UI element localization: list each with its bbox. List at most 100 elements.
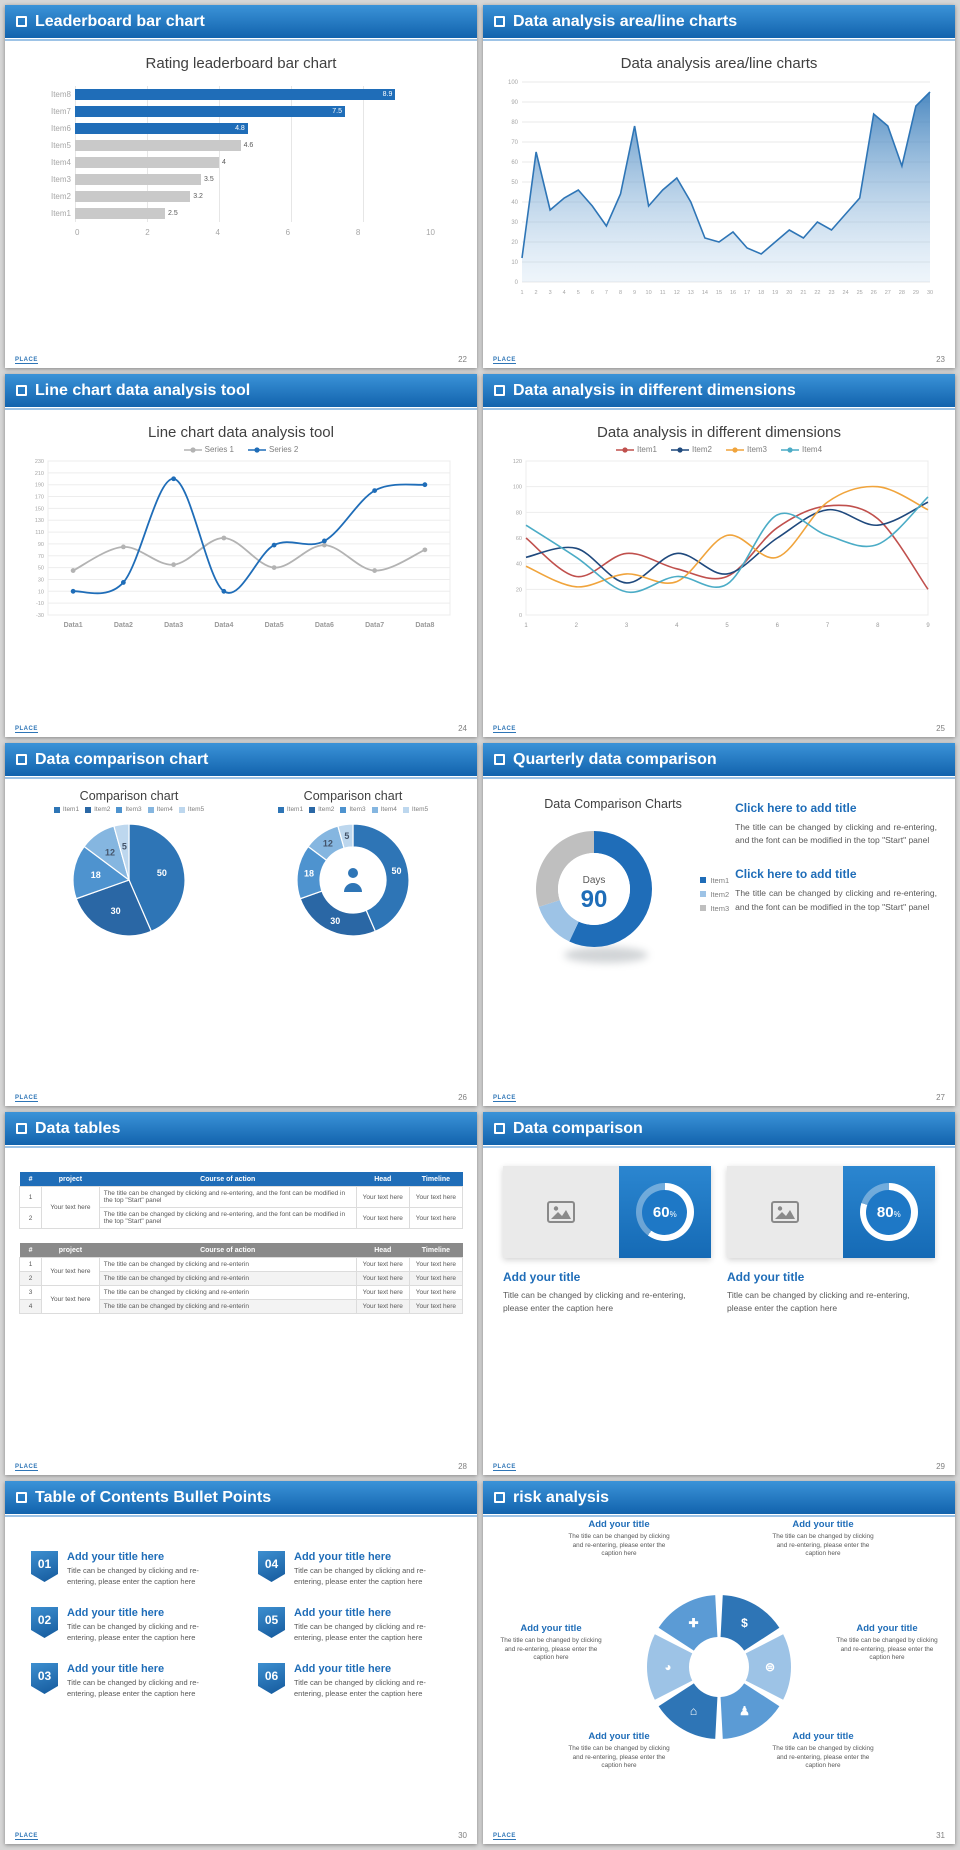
cell-num: 1 bbox=[18, 1257, 43, 1272]
svg-text:16: 16 bbox=[730, 290, 736, 296]
gauge-panel: 60 % bbox=[618, 1166, 711, 1258]
svg-text:27: 27 bbox=[885, 290, 891, 296]
cell-action: The title can be changed by clicking and… bbox=[98, 1299, 357, 1314]
bar-item7: 7.5 bbox=[75, 106, 345, 117]
slide-data-tables[interactable]: Data tables # project Course of action H… bbox=[5, 1112, 477, 1475]
svg-text:Data5: Data5 bbox=[265, 622, 284, 629]
svg-text:18: 18 bbox=[304, 868, 314, 878]
slide-footer: PLACE 26 bbox=[15, 1093, 467, 1102]
card-title[interactable]: Add your title bbox=[503, 1270, 581, 1284]
svg-text:20: 20 bbox=[516, 587, 522, 593]
risk-block[interactable]: Add your title The title can be changed … bbox=[831, 1623, 943, 1663]
page-number: 27 bbox=[936, 1093, 945, 1102]
cell-num: 4 bbox=[18, 1299, 43, 1314]
block-body: The title can be changed by clicking and… bbox=[735, 888, 937, 912]
svg-text:15: 15 bbox=[716, 290, 722, 296]
page-number: 22 bbox=[458, 355, 467, 364]
svg-text:50: 50 bbox=[157, 868, 167, 878]
slide-risk-analysis[interactable]: risk analysis $ ⊜ ♟ ⌂ ◕ ✚ Add your title The … bbox=[483, 1481, 955, 1844]
cell-timeline: Your text here bbox=[408, 1257, 464, 1272]
risk-block[interactable]: Add your title The title can be changed … bbox=[563, 1519, 675, 1559]
toc-caption: Title can be changed by clicking and re-… bbox=[294, 1678, 426, 1698]
svg-text:✚: ✚ bbox=[688, 1616, 698, 1630]
block-title[interactable]: Click here to add title bbox=[735, 867, 857, 882]
cell-num: 1 bbox=[18, 1186, 43, 1208]
risk-block[interactable]: Add your title The title can be changed … bbox=[767, 1519, 879, 1559]
svg-text:40: 40 bbox=[511, 200, 518, 206]
slide-line-chart-tool[interactable]: Line chart data analysis tool Line chart… bbox=[5, 374, 477, 737]
slide-footer: PLACE 28 bbox=[15, 1462, 467, 1471]
pie-chart: Item1 Item2 Item3 Item4 Item5 50 30 18 12 5 bbox=[21, 806, 236, 948]
risk-title: Add your title bbox=[792, 1731, 854, 1742]
slide-quarterly-comparison[interactable]: Quarterly data comparison Data Compariso… bbox=[483, 743, 955, 1106]
card-title[interactable]: Add your title bbox=[727, 1270, 805, 1284]
cell-timeline: Your text here bbox=[408, 1207, 464, 1229]
table-row: 1 Your text here The title can be change… bbox=[18, 1257, 464, 1286]
toc-item[interactable]: 06 Add your title here Title can be chan… bbox=[258, 1663, 451, 1699]
svg-text:80: 80 bbox=[511, 120, 518, 126]
square-bullet-icon bbox=[16, 1492, 27, 1503]
slide-title-bar: risk analysis bbox=[483, 1481, 955, 1514]
svg-text:12: 12 bbox=[323, 838, 333, 848]
toc-item[interactable]: 03 Add your title here Title can be chan… bbox=[31, 1663, 224, 1699]
table-row: 1 Your text here The title can be change… bbox=[18, 1186, 464, 1229]
svg-text:30: 30 bbox=[111, 906, 121, 916]
image-placeholder-icon bbox=[770, 1201, 799, 1223]
slide-title-bar: Leaderboard bar chart bbox=[5, 5, 477, 38]
svg-text:10: 10 bbox=[38, 589, 44, 595]
toc-item[interactable]: 01 Add your title here Title can be chan… bbox=[31, 1551, 224, 1587]
svg-text:10: 10 bbox=[646, 290, 652, 296]
column-header: Course of action bbox=[99, 1243, 357, 1258]
bar-plot: Item8 8.9 Item7 7.5 Item6 4.8 Item5 4.6 Item4 4 It… bbox=[33, 86, 435, 222]
slide-data-comparison-cards[interactable]: Data comparison 60 % bbox=[483, 1112, 955, 1475]
risk-block[interactable]: Add your title The title can be changed … bbox=[495, 1623, 607, 1663]
toc-item[interactable]: 05 Add your title here Title can be chan… bbox=[258, 1607, 451, 1643]
toc-number-badge: 02 bbox=[31, 1607, 58, 1638]
block-title[interactable]: Click here to add title bbox=[735, 801, 857, 815]
logo: PLACE bbox=[15, 1464, 38, 1471]
svg-text:0: 0 bbox=[519, 613, 522, 619]
toc-item[interactable]: 04 Add your title here Title can be chan… bbox=[258, 1551, 451, 1587]
svg-text:7: 7 bbox=[605, 290, 608, 296]
bar-item8: 8.9 bbox=[75, 89, 396, 100]
toc-title: Add your title here bbox=[294, 1663, 392, 1675]
header-divider bbox=[483, 38, 955, 41]
multi-line-chart: Item1 Item2 Item3 Item4 0 20 40 60 80 100 120 1 2 3 4 5… bbox=[495, 445, 943, 633]
header-divider bbox=[5, 38, 477, 41]
square-bullet-icon bbox=[16, 754, 27, 765]
svg-text:50: 50 bbox=[511, 180, 518, 186]
column-header: Timeline bbox=[409, 1243, 463, 1258]
page-number: 30 bbox=[458, 1831, 467, 1840]
svg-text:11: 11 bbox=[660, 290, 666, 296]
donut-chart-group: Comparison chart Item1 Item2 Item3 Item4 Ite… bbox=[245, 779, 460, 948]
svg-text:5: 5 bbox=[725, 623, 729, 629]
slide-title-bar: Data comparison bbox=[483, 1112, 955, 1145]
svg-text:1: 1 bbox=[520, 290, 523, 296]
gauge-value: 60 bbox=[652, 1203, 670, 1221]
percent-gauge: 60 % bbox=[635, 1183, 694, 1241]
slide-leaderboard-bar-chart[interactable]: Leaderboard bar chart Rating leaderboard… bbox=[5, 5, 477, 368]
svg-text:24: 24 bbox=[843, 290, 849, 296]
toc-title: Add your title here bbox=[294, 1551, 392, 1563]
logo: PLACE bbox=[493, 1095, 516, 1102]
cell-action: The title can be changed by clicking and… bbox=[98, 1285, 357, 1300]
square-bullet-icon bbox=[494, 754, 505, 765]
slide-toc-bullet-points[interactable]: Table of Contents Bullet Points 01 Add y… bbox=[5, 1481, 477, 1844]
logo: PLACE bbox=[493, 1833, 516, 1840]
square-bullet-icon bbox=[494, 385, 505, 396]
slide-dimensions-chart[interactable]: Data analysis in different dimensions Da… bbox=[483, 374, 955, 737]
slide-data-comparison-chart[interactable]: Data comparison chart Comparison chart I… bbox=[5, 743, 477, 1106]
slide-area-line-charts[interactable]: Data analysis area/line charts Data anal… bbox=[483, 5, 955, 368]
toc-item[interactable]: 02 Add your title here Title can be chan… bbox=[31, 1607, 224, 1643]
risk-block[interactable]: Add your title The title can be changed … bbox=[767, 1731, 879, 1771]
svg-text:40: 40 bbox=[516, 562, 522, 568]
svg-text:50: 50 bbox=[392, 866, 402, 876]
risk-title: Add your title bbox=[588, 1731, 650, 1742]
leaderboard-bar-chart: Item8 8.9 Item7 7.5 Item6 4.8 Item5 4.6 Item4 4 It… bbox=[33, 86, 435, 237]
svg-text:6: 6 bbox=[776, 623, 780, 629]
risk-block[interactable]: Add your title The title can be changed … bbox=[563, 1731, 675, 1771]
image-placeholder bbox=[727, 1166, 843, 1258]
square-bullet-icon bbox=[494, 16, 505, 27]
data-table-blue: # project Course of action Head Timeline… bbox=[18, 1172, 464, 1229]
slide-title-bar: Data analysis area/line charts bbox=[483, 5, 955, 38]
